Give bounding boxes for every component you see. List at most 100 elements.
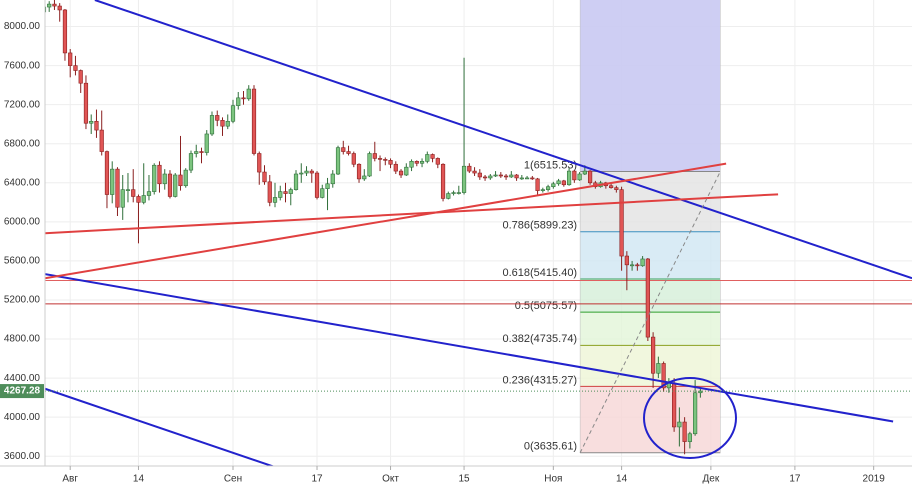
trendline [579,171,721,453]
fib-band [580,312,721,346]
candle-body [104,151,110,195]
candle-body [698,390,703,394]
candle-body [278,191,283,198]
trendline [45,162,727,280]
candle-body [120,189,125,208]
candle-body [367,153,372,177]
candle-body [346,151,351,154]
candle-body [467,165,472,172]
candle-body [215,115,220,121]
candle-body [545,186,551,190]
candle-body [540,189,545,191]
candle-body [115,168,120,208]
y-tick-label: 6400.00 [4,177,41,188]
candle-body [672,382,677,428]
candle-body [435,158,440,165]
candle-body [131,189,136,197]
candle-body [225,120,230,127]
fib-level-label: 0.618(5415.40) [502,267,577,279]
candle-body [482,176,488,179]
candle-body [220,120,225,127]
candle-body [656,363,661,374]
candle-body [556,180,561,185]
candle-body [325,183,330,189]
candle-body [230,105,236,122]
candle-body [362,175,367,180]
candle-body [293,173,299,190]
fib-band [580,231,721,279]
candle-body [535,178,540,191]
y-tick-label: 4400.00 [4,373,41,384]
x-tick-label: Авг [62,474,78,485]
last-price-tag [0,384,44,399]
y-tick-label: 8000.00 [4,21,41,32]
candle-body [57,5,62,11]
candle-body [283,191,288,194]
candle-body [440,163,446,199]
candle-body [372,153,377,159]
candle-body [257,153,262,173]
x-tick-label: 2019 [863,474,886,485]
candle-body [524,177,530,180]
candle-body [582,170,587,175]
candle-body [309,170,314,174]
candle-body [377,158,383,160]
fib-band [580,278,721,313]
y-tick-label: 7200.00 [4,99,41,110]
candle-body [383,159,388,161]
candle-body [94,120,99,131]
candle-body [178,174,183,187]
candle-body [78,70,83,84]
candle-body [651,336,656,374]
candle-body [246,88,251,100]
candle-body [262,171,267,183]
candle-body [299,172,304,175]
candle-body [614,187,619,190]
y-tick-label: 5600.00 [4,256,41,267]
candle-body [551,183,556,188]
candle-body [125,189,131,191]
candle-body [304,170,309,174]
x-tick-label: 14 [616,474,628,485]
candle-body [162,173,167,185]
candle-body [152,164,157,192]
candle-body [73,65,78,71]
fib-level-label: 0.236(4315.27) [502,374,577,386]
candle-body [267,181,272,203]
candle-body [493,174,498,177]
y-tick-label: 7600.00 [4,60,41,71]
candle-body [430,154,435,159]
fib-level-label: 0(3635.61) [524,441,577,453]
x-tick-label: 17 [311,474,323,485]
candle-body [314,172,320,198]
candle-body [630,264,635,267]
candle-body [330,173,335,185]
candle-body [451,192,456,194]
candle-body [414,161,419,164]
x-tick-label: Дек [703,474,720,485]
candle-body [47,3,52,8]
candle-body [62,9,68,54]
candle-body [52,3,57,7]
candle-body [461,165,467,193]
candle-body [188,153,194,171]
candle-body [146,191,152,196]
candle-body [351,153,356,165]
trendline [45,273,894,423]
axes: 8000.00 7600.00 7200.00 6800.00 6400.00 6000.… [0,21,886,485]
candle-body [272,197,278,203]
last-price-label: 4267.28 [4,386,41,397]
candle-body [577,173,582,181]
candle-body [645,258,650,338]
candle-body [68,52,73,66]
plot-area: 1(6515.53) 0.786(5899.23) 0.618(5415.40) 0.… [45,0,912,466]
trendline [94,0,912,280]
x-tick-label: Сен [224,474,242,485]
candle-body [141,195,146,203]
fib-level-label: 1(6515.53) [524,159,577,171]
x-tick-label: 15 [458,474,470,485]
candle-body [99,129,104,152]
candle-body [693,392,698,435]
